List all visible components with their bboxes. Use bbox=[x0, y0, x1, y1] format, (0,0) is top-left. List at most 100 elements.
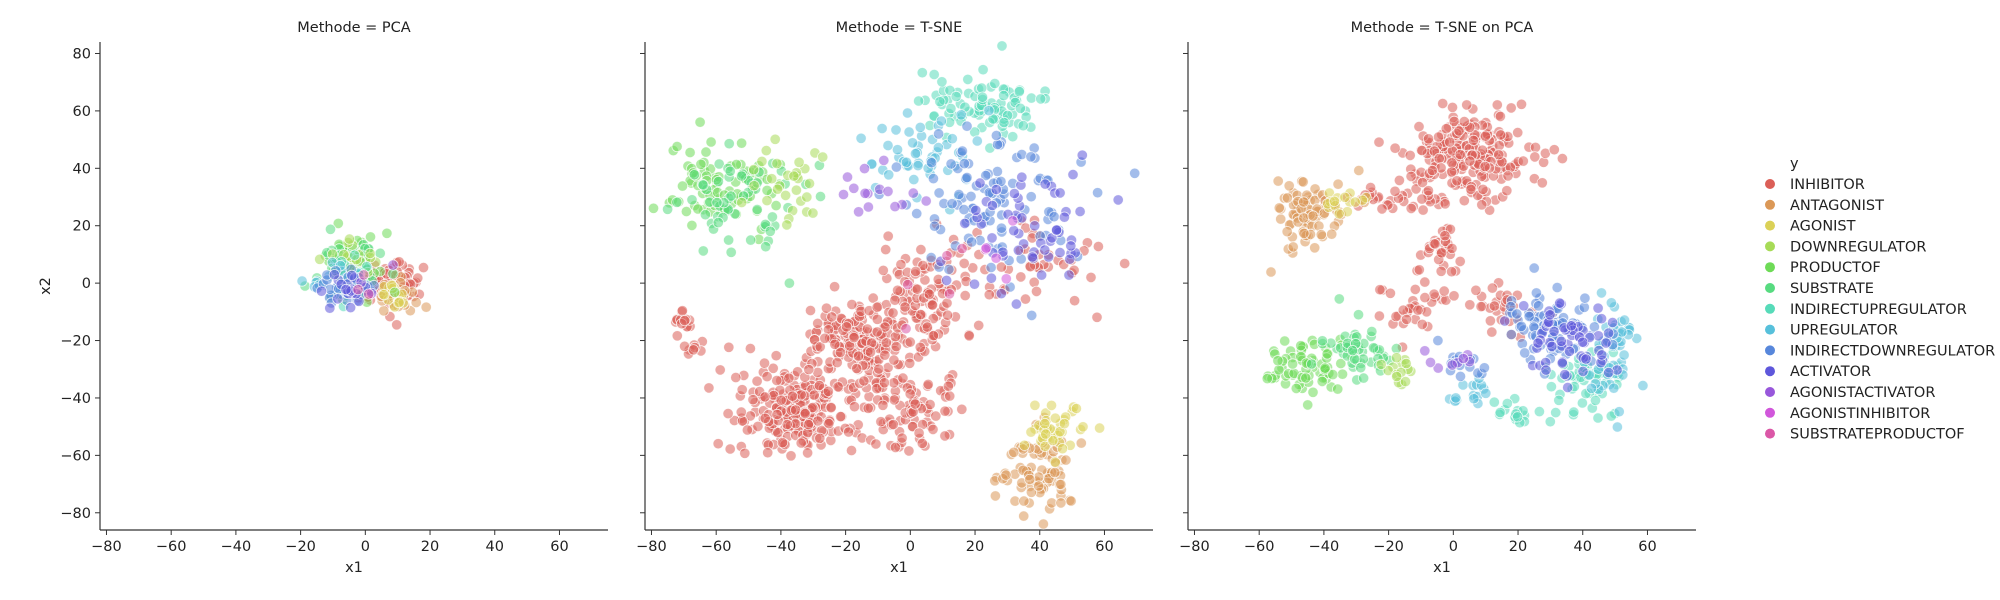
data-point bbox=[1457, 352, 1469, 365]
data-point bbox=[942, 380, 955, 392]
data-point bbox=[736, 196, 748, 209]
data-point bbox=[925, 252, 937, 264]
data-point bbox=[1501, 397, 1513, 410]
data-point bbox=[1321, 348, 1333, 360]
data-point bbox=[694, 116, 706, 128]
data-point bbox=[1440, 123, 1452, 135]
data-point bbox=[1008, 225, 1020, 237]
data-point bbox=[772, 426, 784, 439]
data-point bbox=[820, 302, 833, 314]
data-point bbox=[1613, 406, 1625, 418]
data-point bbox=[790, 184, 803, 196]
data-point bbox=[393, 296, 405, 309]
data-point bbox=[1501, 185, 1513, 197]
data-point bbox=[1016, 148, 1028, 161]
data-point bbox=[761, 195, 773, 207]
data-point bbox=[1056, 443, 1069, 455]
data-point bbox=[939, 405, 951, 417]
data-point bbox=[714, 364, 726, 376]
data-point bbox=[1091, 311, 1103, 323]
data-point bbox=[1550, 406, 1562, 419]
data-point bbox=[1012, 244, 1025, 256]
data-point bbox=[902, 278, 914, 291]
data-point bbox=[910, 265, 922, 277]
data-point bbox=[1051, 224, 1063, 236]
data-point bbox=[711, 197, 723, 209]
data-point bbox=[1358, 372, 1370, 384]
data-point bbox=[973, 319, 985, 331]
data-point bbox=[983, 105, 995, 117]
data-point bbox=[1094, 422, 1106, 434]
data-point bbox=[1479, 160, 1491, 173]
data-point bbox=[1529, 151, 1541, 163]
data-point bbox=[812, 317, 824, 329]
data-point bbox=[735, 406, 747, 418]
data-point bbox=[903, 126, 915, 138]
data-point bbox=[680, 205, 693, 218]
data-point bbox=[344, 301, 357, 314]
data-point bbox=[928, 220, 941, 232]
data-point bbox=[925, 157, 938, 169]
data-point bbox=[1298, 227, 1310, 239]
data-point bbox=[1475, 300, 1487, 313]
data-point bbox=[956, 243, 968, 255]
data-point bbox=[1332, 383, 1344, 395]
data-point bbox=[1454, 255, 1466, 267]
data-point bbox=[955, 109, 967, 121]
data-point bbox=[781, 219, 793, 231]
data-point bbox=[712, 175, 725, 188]
data-point bbox=[1307, 386, 1319, 398]
data-point bbox=[890, 161, 903, 173]
data-point bbox=[795, 437, 807, 449]
data-point bbox=[887, 307, 899, 319]
data-point bbox=[831, 356, 843, 369]
data-point bbox=[1390, 352, 1403, 364]
data-point bbox=[1502, 170, 1514, 182]
data-point bbox=[332, 217, 344, 229]
data-point bbox=[840, 321, 853, 333]
data-point bbox=[759, 412, 771, 424]
data-point bbox=[1399, 375, 1412, 388]
data-point bbox=[1576, 397, 1589, 409]
data-point bbox=[1499, 315, 1511, 327]
data-point bbox=[364, 231, 377, 243]
x-tick-label: −60 bbox=[156, 539, 187, 555]
data-point bbox=[1484, 315, 1497, 327]
data-point bbox=[1333, 293, 1345, 305]
data-point bbox=[744, 342, 757, 355]
data-point bbox=[958, 257, 970, 269]
data-point bbox=[1608, 382, 1620, 394]
data-point bbox=[1432, 334, 1444, 347]
data-point bbox=[1025, 426, 1037, 438]
data-point bbox=[1019, 293, 1032, 305]
data-point bbox=[897, 372, 909, 384]
data-point bbox=[980, 169, 992, 182]
data-point bbox=[904, 388, 916, 400]
legend-marker bbox=[1765, 220, 1775, 231]
data-point bbox=[1007, 215, 1019, 227]
data-point bbox=[891, 284, 904, 296]
data-point bbox=[1014, 102, 1027, 114]
data-point bbox=[1404, 149, 1416, 161]
data-point bbox=[848, 331, 860, 344]
data-point bbox=[877, 264, 889, 276]
legend-entry-label: UPREGULATOR bbox=[1790, 323, 1898, 339]
data-point bbox=[759, 391, 771, 403]
data-point bbox=[1327, 368, 1339, 381]
data-point bbox=[1025, 486, 1038, 498]
data-point bbox=[1512, 411, 1524, 423]
data-point bbox=[1429, 238, 1441, 250]
data-point bbox=[1416, 318, 1428, 330]
data-point bbox=[943, 263, 955, 275]
data-point bbox=[748, 164, 760, 176]
data-point bbox=[914, 341, 926, 353]
data-point bbox=[712, 438, 724, 450]
data-point bbox=[1055, 478, 1067, 490]
data-point bbox=[1439, 230, 1451, 242]
data-point bbox=[968, 278, 981, 290]
data-point bbox=[412, 272, 424, 284]
data-point bbox=[871, 382, 883, 395]
data-point bbox=[1008, 187, 1021, 200]
data-point bbox=[814, 341, 826, 353]
data-point bbox=[1580, 353, 1592, 365]
